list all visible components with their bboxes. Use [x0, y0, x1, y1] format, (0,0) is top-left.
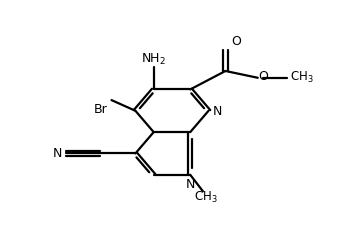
Text: O: O [231, 35, 241, 48]
Text: CH$_3$: CH$_3$ [290, 70, 314, 85]
Text: Br: Br [94, 103, 107, 116]
Text: N: N [213, 105, 222, 118]
Text: O: O [258, 70, 269, 83]
Text: NH$_2$: NH$_2$ [141, 52, 166, 67]
Text: N: N [185, 178, 195, 191]
Text: N: N [52, 147, 62, 160]
Text: CH$_3$: CH$_3$ [195, 190, 218, 205]
